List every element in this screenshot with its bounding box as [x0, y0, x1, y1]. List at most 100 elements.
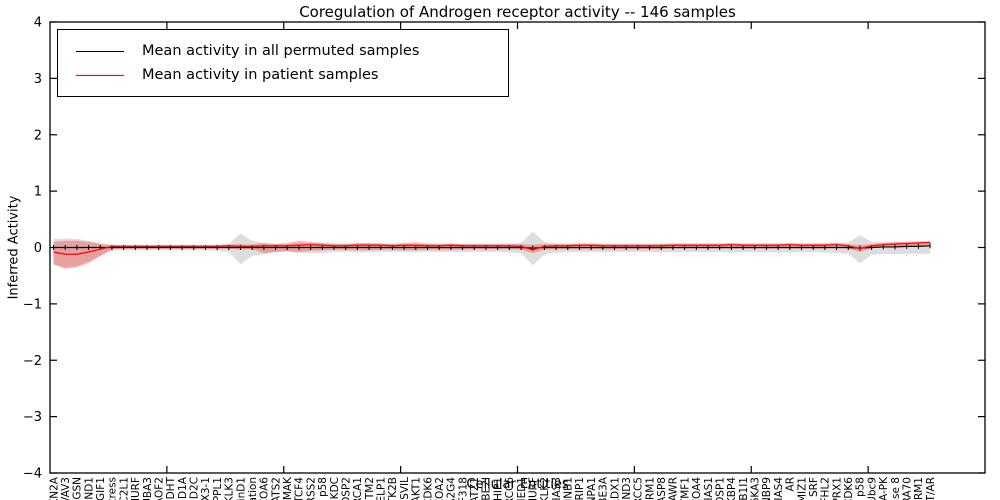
x-category-label: JMJD2C — [189, 477, 201, 500]
x-category-label: PATZ1 — [469, 477, 481, 500]
y-tick-label: −1 — [23, 297, 42, 312]
x-category-label: FKBP4 — [726, 477, 738, 500]
x-category-label: FHL2 — [820, 477, 832, 500]
legend-item: Mean activity in all permuted samples — [76, 39, 508, 63]
x-category-label: T-DHT/AR/CDK6 — [843, 477, 855, 500]
x-category-label: DNA-PK — [878, 476, 890, 500]
x-category-label: BRCA1 — [352, 477, 364, 500]
legend-line-swatch-red — [76, 74, 124, 76]
x-category-label: cell proliferation — [247, 477, 259, 500]
legend-item-label: Mean activity in all permuted samples — [142, 43, 420, 59]
x-category-label: GSN — [72, 477, 84, 500]
x-category-label: CCND1 — [83, 477, 95, 500]
y-tick-label: 0 — [34, 241, 42, 256]
x-category-label: ZMIZ1 — [796, 477, 808, 500]
x-category-label: TGIF1 — [95, 477, 107, 500]
x-category-label: HNRNPA1 — [586, 477, 598, 500]
x-category-label: CASP8 — [656, 477, 668, 500]
x-category-label: LATS2 — [270, 477, 282, 500]
legend-item-label: Mean activity in patient samples — [142, 67, 379, 83]
y-tick-label: 3 — [34, 72, 42, 87]
y-tick-label: 2 — [34, 128, 42, 143]
x-category-label: APPL1 — [212, 477, 224, 500]
x-category-label: T-DHT/AR/Cyclin D3/CDK11 p58 — [855, 477, 867, 500]
x-category-label: AKT1 — [411, 477, 423, 500]
x-category-label: SRF — [808, 477, 820, 497]
legend-item: Mean activity in patient samples — [76, 63, 508, 87]
x-axis-label: Cellular Entities — [466, 477, 569, 492]
x-category-label: Cyclin D3/CDK11 p58 — [317, 477, 329, 500]
x-category-label: TGFB1I1 — [738, 477, 750, 500]
x-category-label: CCND3 — [621, 477, 633, 500]
series-line — [53, 245, 931, 249]
x-category-label: CTDSP2 — [340, 477, 352, 500]
x-category-label: T-DHT/AR/ARA70 — [901, 477, 913, 500]
x-category-label: MED1 — [516, 477, 528, 500]
x-category-label: T-DHT/AR/CyclinD1 — [235, 477, 247, 500]
x-category-label: HIP1 — [492, 477, 504, 500]
x-category-label: XRCC6 — [504, 477, 516, 500]
y-tick-label: 4 — [34, 16, 42, 31]
x-category-label: SNURF — [130, 477, 142, 500]
legend-line-swatch-black — [76, 50, 124, 52]
x-category-label: T-DHT/AR — [925, 477, 937, 500]
x-category-label: RANBP9 — [761, 477, 773, 500]
x-category-label: CARM1 — [644, 477, 656, 500]
x-category-label: PA2G4 — [446, 477, 458, 500]
x-category-label: UBA3 — [142, 477, 154, 500]
x-category-label: XRCC5 — [633, 477, 645, 500]
x-category-label: KLK3 — [224, 477, 236, 500]
x-category-label: T-DHT/AR/Ubc9 — [866, 477, 878, 500]
x-category-label: TCF4 — [294, 477, 306, 500]
x-category-label: PIAS3 — [551, 477, 563, 500]
x-category-label: MAK — [282, 476, 294, 500]
y-tick-label: 1 — [34, 185, 42, 200]
y-tick-label: −4 — [23, 467, 42, 482]
x-category-label: TMPRSS2 — [305, 477, 317, 500]
x-category-label: CTDSP1 — [714, 477, 726, 500]
x-category-label: NCOA2 — [434, 477, 446, 500]
x-category-label: AOF2 — [153, 477, 165, 500]
x-category-label: CDK6 — [422, 477, 434, 500]
x-category-label: UBE3A — [598, 476, 610, 500]
x-category-label: NRIP1 — [574, 477, 586, 500]
x-category-label: PRKDC — [329, 477, 341, 500]
y-tick-label: −2 — [23, 354, 42, 369]
x-category-label: ZNF318 — [457, 477, 469, 500]
x-category-label: VAV3 — [60, 477, 72, 500]
x-category-label: NCOA4 — [691, 477, 703, 500]
x-category-label: NKX3-1 — [200, 477, 212, 500]
chart-title: Coregulation of Androgen receptor activi… — [299, 3, 736, 21]
permuted-range-band — [53, 231, 931, 268]
x-category-label: TMF1 — [679, 477, 691, 500]
x-category-label: AR — [785, 477, 797, 491]
x-category-label: PIAS4 — [773, 477, 785, 500]
x-category-label: CDKN2A — [48, 476, 60, 500]
x-category-label: T-DHT/AR/SNURF — [527, 477, 539, 500]
x-category-label: T-DHT/AR/Caspase 8 — [890, 477, 902, 500]
x-category-label: CMTM2 — [364, 477, 376, 500]
x-category-label: T-DHT/AR/TIF2/CARM1 — [913, 477, 925, 500]
y-axis-label: Inferred Activity — [6, 195, 22, 300]
legend: Mean activity in all permuted samples Me… — [57, 29, 509, 97]
x-category-label: SVIL — [399, 477, 411, 500]
x-category-label: PAWR — [668, 477, 680, 500]
x-category-label: RPS6KA3 — [750, 477, 762, 500]
x-category-label: UBE2I — [481, 477, 493, 500]
x-category-label: JMJD1A — [177, 476, 189, 500]
series-line — [53, 241, 931, 255]
x-category-label: CDC2L1 — [118, 477, 130, 500]
x-category-label: PTK2B — [387, 477, 399, 500]
x-category-label: CTNNB1 — [563, 477, 575, 500]
y-tick-label: −3 — [23, 410, 42, 425]
x-category-label: PRDX1 — [609, 477, 621, 500]
x-category-label: T-DHT/AR/PRX1 — [831, 477, 843, 500]
x-category-label: NCOA6 — [259, 477, 271, 500]
x-category-label: PIAS1 — [703, 477, 715, 500]
x-category-label: PELP1 — [376, 477, 388, 500]
x-category-label: KLK2 — [539, 477, 551, 500]
x-category-label: mol:T-DHT — [165, 476, 177, 500]
x-category-label: response to oxidative stress — [107, 477, 119, 500]
